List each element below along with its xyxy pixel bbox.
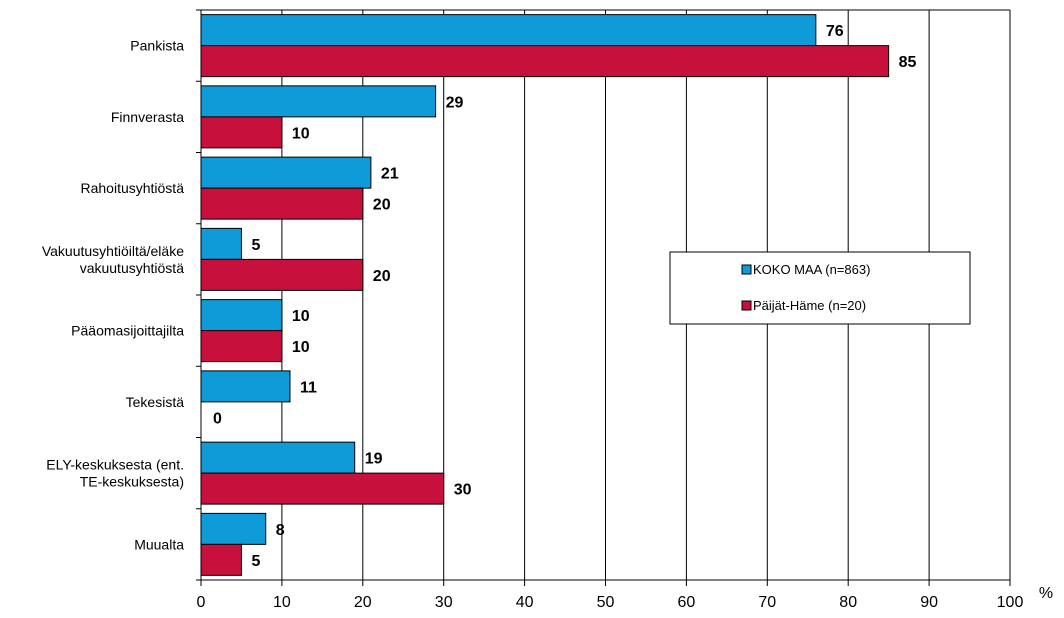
bar-series1-cat1 — [200, 14, 817, 47]
bar-series1-cat8 — [200, 512, 267, 545]
bar-series2-cat1 — [200, 45, 890, 78]
x-tick-label-100: 100 — [997, 594, 1024, 611]
bar-series2-cat7 — [200, 472, 445, 505]
data-label-series1-cat4: 5 — [251, 237, 260, 254]
bar-series2-cat4 — [200, 258, 364, 291]
legend-swatch-2 — [741, 300, 752, 311]
x-tick-label-90: 90 — [920, 594, 938, 611]
x-tick-label-30: 30 — [435, 594, 453, 611]
data-label-series2-cat2: 10 — [292, 125, 310, 142]
x-tick-label-10: 10 — [273, 594, 291, 611]
bar-series2-cat5 — [200, 330, 283, 363]
legend-box — [669, 251, 971, 325]
x-tick-label-0: 0 — [197, 594, 206, 611]
category-label-5: Pääomasijoittajilta — [71, 323, 184, 339]
data-label-series1-cat7: 19 — [365, 451, 383, 468]
bar-series1-cat5 — [200, 299, 283, 332]
legend-swatch-1 — [741, 264, 752, 275]
bar-series1-cat3 — [200, 156, 372, 189]
x-tick-label-70: 70 — [758, 594, 776, 611]
data-label-series2-cat7: 30 — [454, 482, 472, 499]
category-label-2: Finnverasta — [111, 109, 184, 125]
data-label-series2-cat3: 20 — [373, 197, 391, 214]
bar-series1-cat2 — [200, 85, 437, 118]
x-unit-label: % — [1039, 585, 1053, 602]
category-label-6: Tekesistä — [126, 394, 185, 410]
data-label-series1-cat2: 29 — [446, 94, 464, 111]
bar-series2-cat2 — [200, 116, 283, 149]
x-tick-label-80: 80 — [839, 594, 857, 611]
data-label-series2-cat6: 0 — [213, 410, 222, 427]
data-label-series2-cat5: 10 — [292, 339, 310, 356]
category-label-7: ELY-keskuksesta (ent. TE-keskuksesta) — [46, 457, 184, 490]
bar-series1-cat6 — [200, 370, 291, 403]
data-label-series1-cat1: 76 — [826, 23, 844, 40]
category-label-8: Muualta — [134, 536, 184, 552]
x-tick-label-50: 50 — [597, 594, 615, 611]
legend-label-1: KOKO MAA (n=863) — [753, 262, 870, 277]
data-label-series1-cat3: 21 — [381, 166, 399, 183]
data-label-series2-cat4: 20 — [373, 268, 391, 285]
x-tick-label-60: 60 — [678, 594, 696, 611]
bar-series1-cat7 — [200, 441, 356, 474]
axes: Pankista Finnverasta Rahoitusyhtiöstä Vakuu… — [42, 9, 1053, 611]
category-label-4: Vakuutusyhtiöiltä/eläke vakuutusyhtiöstä — [42, 243, 184, 276]
data-label-series1-cat5: 10 — [292, 308, 310, 325]
x-tick-label-40: 40 — [516, 594, 534, 611]
bar-series2-cat3 — [200, 187, 364, 220]
legend: KOKO MAA (n=863) Päijät-Häme (n=20) — [669, 251, 971, 325]
category-label-3: Rahoitusyhtiöstä — [80, 180, 184, 196]
data-label-series2-cat8: 5 — [251, 553, 260, 570]
x-tick-label-20: 20 — [354, 594, 372, 611]
data-label-series1-cat8: 8 — [276, 522, 285, 539]
data-label-series2-cat1: 85 — [899, 54, 917, 71]
bar-series1-cat4 — [200, 227, 242, 260]
legend-label-2: Päijät-Häme (n=20) — [753, 298, 866, 313]
bar-series2-cat8 — [200, 543, 242, 576]
category-label-1: Pankista — [130, 38, 184, 54]
data-label-series1-cat6: 11 — [300, 379, 317, 396]
